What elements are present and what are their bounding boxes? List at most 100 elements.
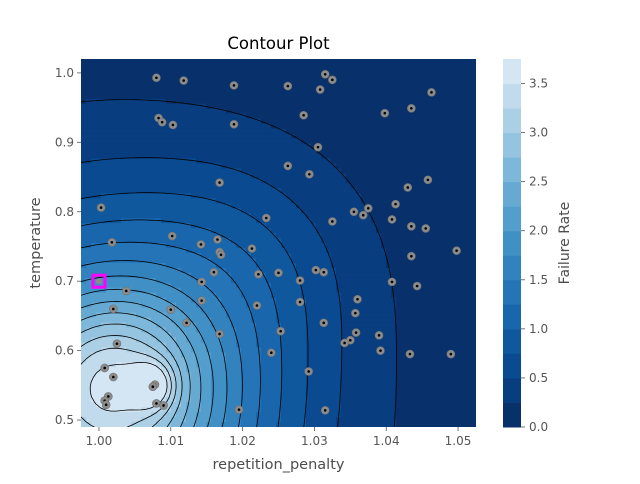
contour-cell [231,143,237,150]
contour-cell [406,287,412,294]
contour-cell [221,83,227,90]
contour-cell [91,133,97,140]
contour-cell [356,257,362,264]
contour-cell [246,73,252,80]
contour-cell [216,218,222,224]
contour-cell [176,88,182,95]
contour-cell [166,247,172,254]
contour-cell [376,63,382,70]
contour-cell [136,118,142,125]
contour-cell [321,188,327,194]
contour-cell [291,113,297,120]
contour-cell [251,118,257,125]
contour-cell [91,233,97,239]
contour-cell [471,78,476,85]
contour-cell [346,342,352,349]
contour-cell [421,128,427,135]
contour-cell [141,153,147,160]
contour-cell [456,302,462,309]
contour-cell [386,337,392,344]
contour-cell [106,252,112,259]
contour-cell [276,257,282,264]
contour-cell [186,257,192,264]
contour-cell [196,267,202,274]
contour-cell [296,168,302,174]
contour-cell [201,183,207,189]
contour-cell [381,168,387,174]
contour-cell [361,228,367,234]
contour-cell [416,193,422,199]
contour-cell [401,113,407,120]
contour-cell [301,59,307,65]
contour-cell [236,272,242,279]
contour-cell [316,178,322,184]
contour-cell [371,228,377,234]
contour-cell [241,108,247,115]
contour-cell [276,297,282,304]
contour-cell [416,68,422,75]
contour-cell [426,98,432,105]
contour-cell [286,148,292,155]
contour-cell [266,73,272,80]
contour-cell [176,93,182,100]
contour-cell [411,302,417,309]
contour-cell [396,247,402,254]
contour-cell [166,113,172,120]
contour-cell [456,88,462,95]
contour-cell [166,153,172,160]
contour-cell [291,163,297,169]
contour-cell [441,312,447,319]
contour-cell [416,153,422,160]
contour-cell [126,83,132,90]
contour-cell [156,317,162,324]
contour-cell [301,228,307,234]
contour-cell [221,68,227,75]
contour-cell [176,238,182,244]
contour-cell [321,367,327,373]
contour-cell [221,277,227,284]
contour-cell [441,277,447,284]
contour-cell [81,158,87,165]
contour-cell [416,108,422,115]
contour-cell [131,352,137,358]
contour-cell [401,173,407,179]
contour-cell [271,183,277,189]
contour-cell [411,178,417,184]
contour-cell [191,59,197,65]
contour-cell [116,143,122,150]
contour-cell [266,267,272,274]
contour-cell [166,123,172,130]
contour-cell [461,198,467,204]
contour-cell [331,133,337,140]
contour-cell [341,83,347,90]
contour-cell [311,307,317,314]
contour-cell [131,143,137,150]
contour-cell [241,68,247,75]
contour-cell [196,213,202,219]
contour-cell [151,233,157,239]
contour-cell [301,78,307,85]
contour-cell [256,287,262,294]
contour-cell [446,128,452,135]
contour-cell [256,148,262,155]
contour-cell [211,178,217,184]
contour-cell [171,148,177,155]
contour-cell [311,272,317,279]
contour-cell [246,287,252,294]
contour-cell [91,243,97,249]
contour-cell [86,347,92,353]
contour-cell [101,138,107,145]
contour-cell [251,63,257,70]
contour-cell [386,347,392,353]
contour-cell [366,282,372,289]
contour-cell [146,292,152,299]
contour-cell [356,143,362,150]
contour-cell [81,218,87,224]
contour-cell [391,173,397,179]
contour-cell [96,163,102,169]
contour-cell [221,218,227,224]
contour-cell [201,247,207,254]
contour-cell [311,198,317,204]
contour-cell [306,188,312,194]
contour-cell [156,78,162,85]
